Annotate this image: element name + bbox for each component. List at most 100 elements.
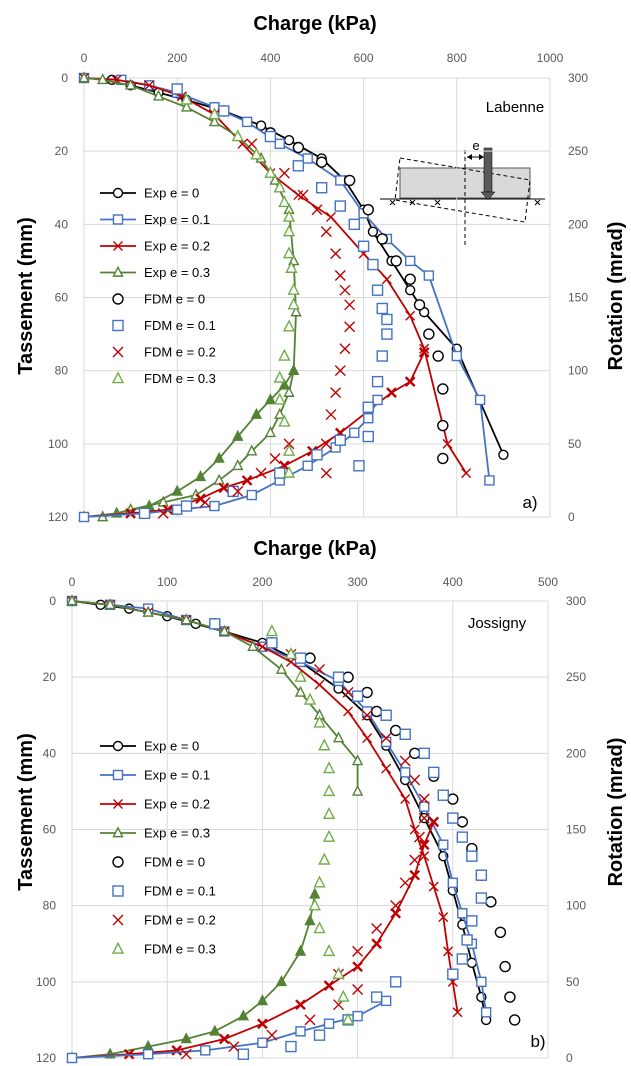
y2-tick-label: 200 [568, 217, 588, 231]
legend-marker [112, 885, 124, 897]
y2-tick-label: 250 [566, 670, 586, 684]
data-point [180, 613, 192, 625]
data-point [213, 451, 225, 463]
data-point [423, 328, 435, 340]
data-point [409, 854, 421, 866]
data-point [339, 284, 351, 296]
data-point [362, 430, 374, 443]
y2-tick-label: 100 [566, 899, 586, 913]
data-point [144, 80, 155, 91]
y-tick-label: 120 [36, 1051, 56, 1065]
data-point [171, 83, 183, 95]
series-exp-e-0-3-rotation- [66, 887, 321, 1063]
data-point [437, 419, 449, 432]
data-point [352, 1010, 363, 1022]
data-point [352, 983, 364, 995]
data-point [451, 350, 462, 362]
data-point [423, 270, 435, 281]
data-point [218, 482, 230, 494]
data-point [314, 664, 326, 676]
data-point [171, 484, 183, 496]
data-point [266, 637, 278, 649]
data-point [199, 496, 211, 508]
data-point [228, 1041, 240, 1053]
y2-tick-label: 250 [568, 144, 588, 158]
data-point [480, 1007, 492, 1018]
data-point [351, 784, 364, 796]
data-point [200, 1045, 211, 1056]
data-point [322, 806, 336, 819]
data-point [386, 387, 397, 398]
y-tick-label: 40 [43, 746, 57, 760]
legend-marker [111, 941, 125, 954]
chart-panel-a: 0 200 400 600 800 100002040608010012030025020… [48, 51, 588, 524]
data-point [264, 426, 277, 438]
data-point [278, 348, 291, 361]
data-point [400, 794, 411, 805]
site-label-b: Jossigny [468, 615, 527, 632]
data-point [475, 892, 488, 904]
series-fdm-e-0 [209, 618, 521, 1026]
data-point [292, 141, 305, 154]
data-point [269, 173, 281, 185]
data-point [318, 738, 331, 751]
y2-tick-label: 100 [568, 364, 588, 378]
site-label-a: Labenne [486, 99, 544, 116]
y-tick-label: 0 [49, 594, 56, 608]
data-point [380, 732, 392, 744]
data-point [443, 946, 454, 957]
data-point [405, 255, 416, 267]
data-point [389, 976, 402, 988]
data-point [413, 831, 425, 843]
data-point [142, 605, 154, 617]
data-point [437, 789, 449, 801]
data-point [315, 156, 328, 168]
data-point [285, 260, 298, 273]
data-point [157, 507, 169, 519]
data-point [332, 731, 345, 743]
data-point [438, 912, 449, 923]
data-point [494, 926, 507, 939]
data-point [447, 877, 458, 889]
data-point [442, 438, 453, 449]
legend-label: FDM e = 0 [144, 855, 205, 870]
legend-marker [112, 214, 124, 225]
data-point [371, 923, 383, 935]
data-point [466, 915, 478, 927]
panel-tag-b: b) [530, 1032, 545, 1051]
eccentricity-label: e [472, 138, 479, 153]
load-arrow-head [480, 191, 496, 201]
data-point [309, 887, 321, 899]
data-point [287, 297, 300, 310]
legend-label: Exp e = 0.3 [144, 265, 210, 280]
legend: Exp e = 0 Exp e = 0.1 Exp e = 0.2 Exp e = 0… [100, 186, 216, 386]
data-point [337, 989, 350, 1002]
x-tick-label: 500 [538, 575, 558, 589]
data-point [308, 898, 321, 911]
data-point [371, 284, 384, 296]
data-point [381, 313, 393, 326]
data-point [419, 343, 430, 354]
data-point [218, 105, 230, 117]
x-tick-label: 800 [447, 51, 467, 65]
data-point [372, 394, 383, 406]
data-point [376, 302, 388, 315]
x-tick-label: 0 [69, 575, 76, 589]
data-point [335, 175, 346, 186]
data-point [264, 393, 277, 405]
legend-label: FDM e = 0.3 [144, 942, 216, 957]
data-point [332, 966, 345, 979]
y-tick-label: 60 [43, 823, 57, 837]
data-point [315, 182, 328, 194]
legend-marker [112, 740, 124, 752]
x-tick-label: 400 [260, 51, 280, 65]
data-point [313, 921, 326, 934]
data-point [399, 877, 411, 889]
data-point [295, 999, 306, 1011]
legend-label: FDM e = 0.3 [144, 371, 216, 386]
data-point [138, 507, 151, 520]
data-point [405, 310, 416, 321]
data-point [499, 960, 511, 973]
data-point [152, 89, 165, 101]
data-point [246, 489, 257, 501]
